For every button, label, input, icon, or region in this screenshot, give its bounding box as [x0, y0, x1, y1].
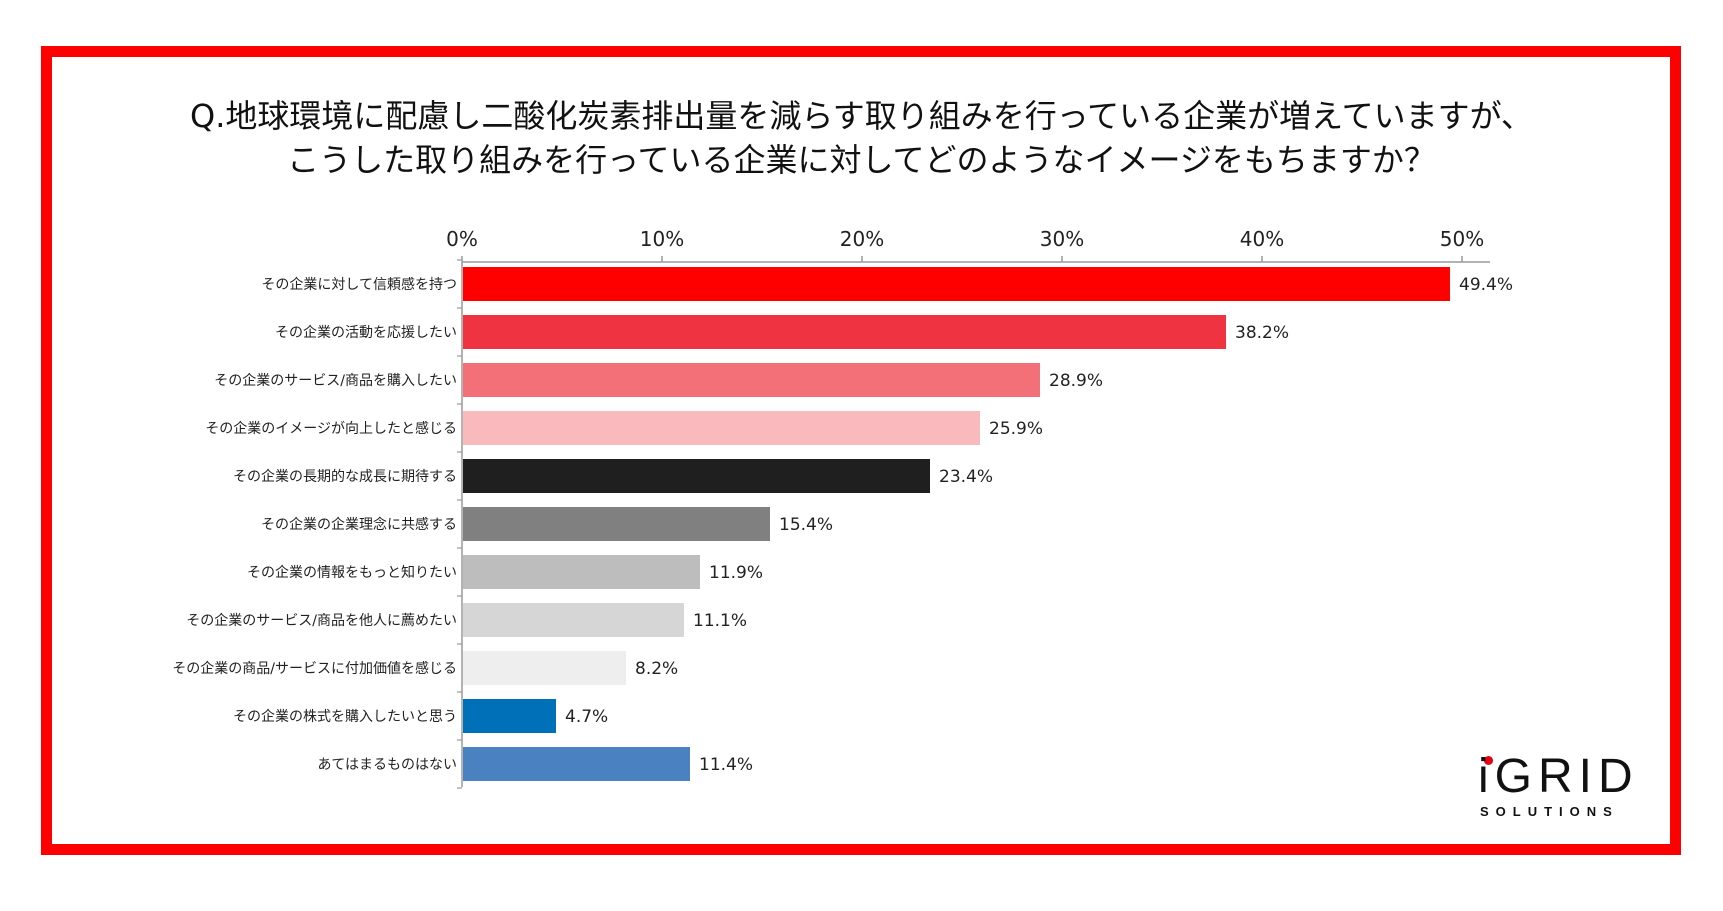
data-label: 25.9%	[989, 419, 1043, 439]
x-tick-label: 10%	[640, 227, 684, 251]
category-label: その企業の情報をもっと知りたい	[247, 564, 457, 581]
data-label: 15.4%	[779, 515, 833, 535]
chart-title: Q.地球環境に配慮し二酸化炭素排出量を減らす取り組みを行っている企業が増えていま…	[0, 94, 1723, 182]
data-label: 11.9%	[709, 563, 763, 583]
category-label: その企業の企業理念に共感する	[261, 516, 457, 533]
bar	[463, 411, 980, 445]
category-label: その企業の活動を応援したい	[275, 324, 457, 341]
bar	[463, 651, 626, 685]
x-tick-label: 30%	[1040, 227, 1084, 251]
x-tick-label: 0%	[446, 227, 478, 251]
bar	[463, 267, 1450, 301]
category-label: その企業の株式を購入したいと思う	[233, 708, 457, 725]
igrid-logo: iGRID SOLUTIONS	[1478, 752, 1653, 822]
x-tick-label: 20%	[840, 227, 884, 251]
category-label: その企業の商品/サービスに付加価値を感じる	[172, 660, 457, 677]
category-label: その企業の長期的な成長に期待する	[233, 468, 457, 485]
category-label: その企業のサービス/商品を購入したい	[214, 372, 457, 389]
logo-sub-text: SOLUTIONS	[1480, 804, 1619, 819]
bar	[463, 603, 684, 637]
data-label: 28.9%	[1049, 371, 1103, 391]
bar	[463, 363, 1040, 397]
red-frame	[41, 46, 1681, 855]
title-line-1: Q.地球環境に配慮し二酸化炭素排出量を減らす取り組みを行っている企業が増えていま…	[190, 97, 1533, 135]
category-label: その企業のイメージが向上したと感じる	[205, 420, 457, 437]
bar	[463, 747, 690, 781]
data-label: 23.4%	[939, 467, 993, 487]
logo-dot	[1484, 756, 1493, 765]
data-label: 11.4%	[699, 755, 753, 775]
x-tick-label: 40%	[1240, 227, 1284, 251]
bar	[463, 507, 770, 541]
x-tick-label: 50%	[1440, 227, 1484, 251]
bar	[463, 699, 556, 733]
data-label: 4.7%	[565, 707, 608, 727]
data-label: 11.1%	[693, 611, 747, 631]
title-line-2: こうした取り組みを行っている企業に対してどのようなイメージをもちますか？	[287, 141, 1436, 179]
category-label: あてはまるものはない	[318, 757, 457, 773]
data-label: 38.2%	[1235, 323, 1289, 343]
bar	[463, 555, 700, 589]
category-label: その企業に対して信頼感を持つ	[261, 276, 457, 293]
data-label: 49.4%	[1459, 275, 1513, 295]
data-label: 8.2%	[635, 659, 678, 679]
category-label: その企業のサービス/商品を他人に薦めたい	[186, 612, 457, 629]
bar	[463, 459, 930, 493]
logo-main-text: iGRID	[1478, 750, 1639, 803]
bar	[463, 315, 1226, 349]
